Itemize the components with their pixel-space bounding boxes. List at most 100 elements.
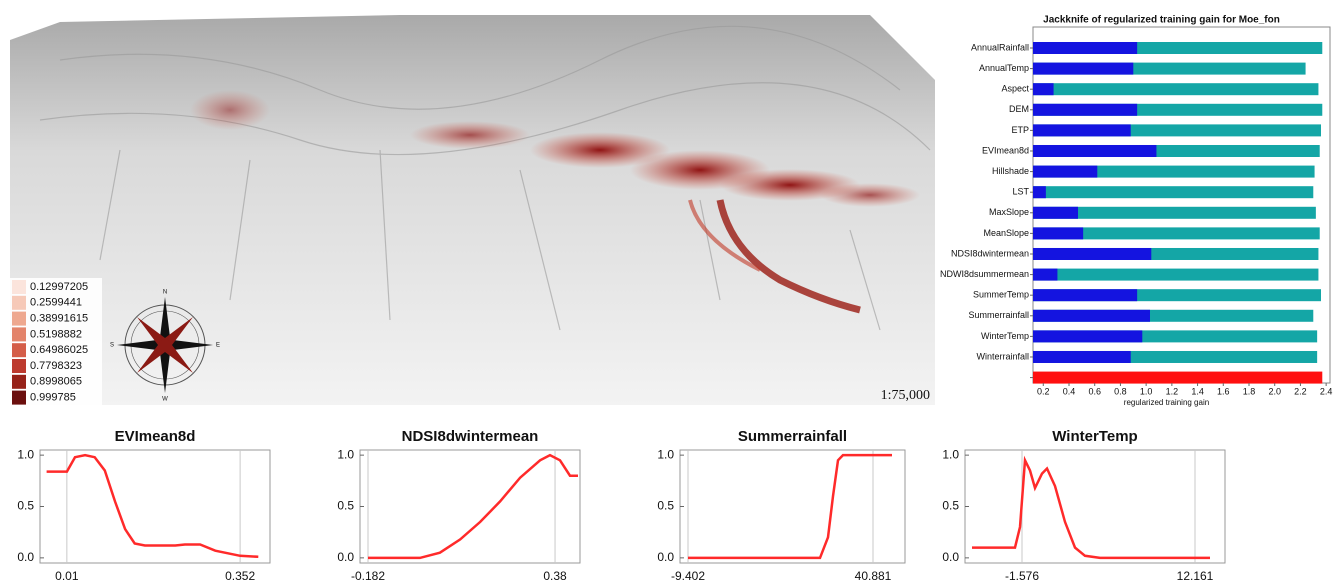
bar [1033,186,1046,198]
x-tick-label: 12.161 [1177,569,1214,583]
bar [1033,330,1142,342]
category-label: LST [1012,187,1029,197]
x-tick-label: -9.402 [671,569,705,583]
x-tick-label: 0.2 [1037,386,1050,396]
bar [1033,83,1318,95]
y-tick-label: 0.5 [17,499,34,513]
y-tick-label: 1.0 [657,447,674,461]
legend-label: 0.7798323 [30,360,82,372]
bar [1033,186,1313,198]
legend-swatch [12,391,26,405]
x-axis-label: regularized training gain [1124,398,1209,407]
x-tick-label: 0.8 [1114,386,1127,396]
category-label: DEM [1009,104,1029,114]
legend-label: 0.64986025 [30,344,88,356]
compass-s: S [110,343,114,349]
bar [1033,248,1151,260]
category-label: MaxSlope [989,207,1029,217]
bar [1033,166,1097,178]
category-label: Summerrainfall [968,310,1029,320]
plot-frame [680,450,905,563]
category-label: Aspect [1001,84,1029,94]
y-tick-label: 1.0 [337,447,354,461]
bar [1033,83,1054,95]
map: 0.12997205 0.2599441 0.38991615 0.5198882 0.… [10,15,935,408]
y-tick-label: 0.0 [17,550,34,564]
legend-swatch [12,280,26,294]
figure: 0.12997205 0.2599441 0.38991615 0.5198882 0.… [0,0,1333,585]
y-tick-label: 0.0 [942,550,959,564]
bar [1033,207,1078,219]
category-label: AnnualTemp [979,63,1029,73]
x-tick-label: 1.2 [1166,386,1179,396]
legend-label: 0.38991615 [30,313,88,325]
y-tick-label: 1.0 [17,447,34,461]
plot-frame [1033,27,1330,383]
legend-swatch [12,359,26,373]
y-tick-label: 0.5 [942,499,959,513]
legend-swatch [12,343,26,357]
category-label: Hillshade [992,166,1029,176]
x-tick-label: -1.576 [1005,569,1039,583]
bar [1033,289,1137,301]
x-tick-label: 2.0 [1268,386,1281,396]
plot-frame [965,450,1225,563]
bar [1033,63,1133,75]
chart-title: WinterTemp [1052,428,1137,445]
legend-label: 0.8998065 [30,376,82,388]
x-tick-label: 40.881 [855,569,892,583]
legend-label: 0.2599441 [30,297,82,309]
x-tick-label: 1.4 [1191,386,1204,396]
category-label: AnnualRainfall [971,42,1029,52]
category-label: MeanSlope [983,228,1029,238]
compass-e: E [216,343,220,349]
bar [1033,227,1083,239]
bar [1033,269,1057,281]
bar [1033,372,1322,384]
x-tick-label: 0.38 [543,569,567,583]
chart-title: EVImean8d [115,428,196,445]
bar [1033,104,1137,116]
x-tick-label: 0.01 [55,569,79,583]
bar [1033,269,1318,281]
x-tick-label: 0.6 [1088,386,1101,396]
category-label: SummerTemp [973,290,1029,300]
category-label: NDSI8dwintermean [951,248,1029,258]
compass-w: W [162,397,168,403]
bar [1033,42,1137,54]
category-label: ETP [1011,125,1029,135]
legend-label: 0.5198882 [30,328,82,340]
category-label: WinterTemp [981,331,1029,341]
y-tick-label: 0.5 [337,499,354,513]
legend-label: 0.999785 [30,392,76,404]
bar [1033,310,1150,322]
y-tick-label: 1.0 [942,447,959,461]
legend-swatch [12,312,26,326]
map-scale: 1:75,000 [881,388,930,403]
x-tick-label: 0.352 [225,569,255,583]
legend-swatch [12,296,26,310]
x-tick-label: 2.2 [1294,386,1307,396]
bar [1033,145,1156,157]
x-tick-label: 1.8 [1243,386,1256,396]
legend-label: 0.12997205 [30,281,88,293]
x-tick-label: 1.0 [1140,386,1153,396]
y-tick-label: 0.0 [657,550,674,564]
plot-frame [360,450,580,563]
chart-title: NDSI8dwintermean [402,428,539,445]
y-tick-label: 0.5 [657,499,674,513]
bar [1033,124,1131,136]
legend-swatch [12,375,26,389]
legend-swatch [12,327,26,341]
x-tick-label: 2.4 [1320,386,1333,396]
x-tick-label: 1.6 [1217,386,1230,396]
category-label: EVImean8d [982,145,1029,155]
y-tick-label: 0.0 [337,550,354,564]
chart-title: Summerrainfall [738,428,847,445]
category-label: Winterrainfall [976,351,1029,361]
x-tick-label: -0.182 [351,569,385,583]
compass-n: N [163,290,167,296]
category-label: NDWI8dsummermean [940,269,1029,279]
chart-title: Jackknife of regularized training gain f… [1043,15,1280,26]
x-tick-label: 0.4 [1063,386,1076,396]
